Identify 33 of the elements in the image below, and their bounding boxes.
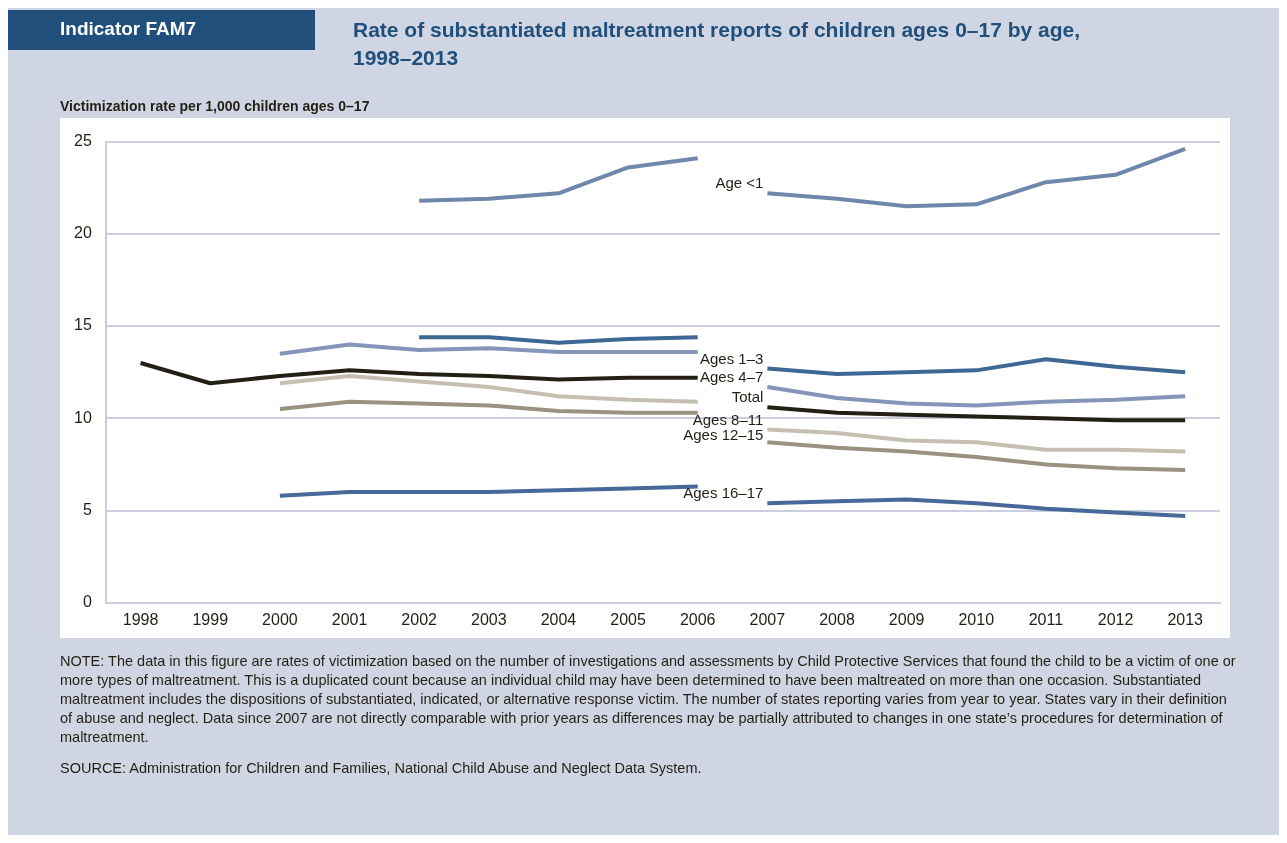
x-tick-label: 2010 [958, 610, 995, 628]
x-tick-label: 2009 [888, 610, 925, 628]
x-tick-label: 2005 [610, 610, 646, 628]
text: NOTE: The data in this figure are rates of victimization based on the number of investigations and assessments by Child Protective Services that found the child to be a victim of one or more types of maltreatment. This is a duplicated count because an individual child may have been determined to have been maltreated on more than one occasion. Substantiated maltreatment includes the dispositions of substantiated, indicated, or alternative response victim. The number of states reporting varies from year to year. States vary in their definition of abuse and neglect. Data since 2007 are not directly comparable with prior years as differences may be partially attributed to changes in one state’s procedures for determination of maltreatment. [60, 652, 1237, 747]
y-tick-label: 25 [74, 132, 92, 150]
chart-title: Rate of substantiated maltreatment reports of children ages 0–17 by age, 1998–2013 [353, 17, 1082, 71]
x-tick-label: 2011 [1028, 610, 1064, 628]
series-label: Age <1 [715, 174, 764, 192]
x-tick-label: 2004 [540, 610, 577, 628]
x-tick-label: 2003 [471, 610, 507, 628]
x-tick-label: 2008 [819, 610, 855, 628]
series-label: Ages 8–11 [692, 410, 764, 428]
x-tick-label: 1999 [192, 610, 229, 628]
x-tick-label: 2013 [1167, 610, 1204, 628]
x-tick-label: 2012 [1097, 610, 1134, 628]
x-tick-label: 2006 [679, 610, 716, 628]
y-tick-label: 20 [74, 224, 92, 242]
series-label: Ages 4–7 [699, 368, 764, 386]
x-tick-label: 2000 [262, 610, 298, 628]
x-tick-label: 1998 [122, 610, 159, 628]
source-note: SOURCE: Administration for Children and Families, National Child Abuse and Neglect Data System. [60, 759, 703, 778]
y-tick-label: 5 [82, 500, 92, 518]
series-label: Total [731, 388, 764, 406]
y-tick-label: 15 [74, 316, 92, 334]
y-axis-title: Victimization rate per 1,000 children ages 0–17 [60, 98, 371, 114]
x-tick-label: 2007 [749, 610, 786, 628]
series-label: Ages 1–3 [699, 349, 764, 367]
series-label: Ages 16–17 [683, 484, 764, 502]
y-tick-label: 0 [82, 593, 92, 611]
x-tick-label: 2001 [331, 610, 368, 628]
y-tick-label: 10 [74, 408, 92, 426]
x-tick-label: 2002 [401, 610, 438, 628]
text: Indicator FAM7 [8, 10, 315, 50]
